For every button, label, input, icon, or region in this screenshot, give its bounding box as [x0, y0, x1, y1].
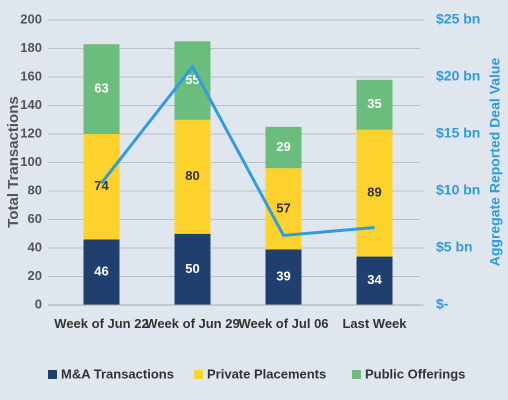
data-label: 57	[276, 200, 290, 215]
y2-tick-label: $20 bn	[436, 68, 480, 84]
legend-label: Private Placements	[207, 366, 326, 381]
data-label: 29	[276, 139, 290, 154]
legend-label: M&A Transactions	[61, 366, 174, 381]
data-label: 35	[367, 96, 381, 111]
data-label: 63	[94, 81, 108, 96]
bar-segment	[356, 129, 393, 257]
bar-segment	[356, 256, 393, 305]
bar-segment	[174, 233, 211, 305]
bar-segment	[83, 134, 120, 240]
y2-tick-label: $10 bn	[436, 182, 480, 198]
data-label: 50	[185, 261, 199, 276]
legend-swatch	[352, 370, 361, 379]
bar-segment	[265, 249, 302, 305]
y-axis-title: Total Transactions	[5, 96, 22, 227]
y-tick-label: 60	[28, 211, 42, 226]
legend-label: Public Offerings	[365, 366, 465, 381]
data-label: 74	[94, 178, 109, 193]
x-tick-label: Week of Jun 22	[54, 316, 149, 331]
x-tick-label: Week of Jun 29	[145, 316, 240, 331]
deal-value-line	[100, 64, 375, 238]
data-label: 80	[185, 168, 199, 183]
y-tick-label: 100	[20, 154, 42, 169]
bar-segment	[174, 119, 211, 234]
y-tick-label: 160	[20, 68, 42, 83]
y-tick-label: 180	[20, 40, 42, 55]
data-label: 89	[367, 185, 381, 200]
y-tick-label: 80	[28, 182, 42, 197]
y-tick-label: 200	[20, 11, 42, 26]
y2-tick-label: $25 bn	[436, 11, 480, 27]
bar-segment	[83, 239, 120, 305]
y2-axis-title: Aggregate Reported Deal Value	[487, 58, 503, 267]
y-tick-label: 140	[20, 97, 42, 112]
legend-swatch	[194, 370, 203, 379]
y2-tick-label: $-	[436, 296, 449, 312]
y2-tick-label: $5 bn	[436, 239, 473, 255]
y-tick-label: 20	[28, 268, 42, 283]
data-label: 39	[276, 269, 290, 284]
bar-segment	[356, 79, 393, 130]
y2-tick-label: $15 bn	[436, 125, 480, 141]
data-label: 46	[94, 264, 108, 279]
y-tick-label: 0	[35, 296, 42, 311]
bar-segment	[265, 126, 302, 169]
data-label: 34	[367, 272, 382, 287]
y-tick-label: 120	[20, 125, 42, 140]
y-tick-label: 40	[28, 239, 42, 254]
legend-swatch	[48, 370, 57, 379]
x-tick-label: Week of Jul 06	[238, 316, 329, 331]
bar-segment	[83, 44, 120, 134]
x-tick-label: Last Week	[342, 316, 407, 331]
